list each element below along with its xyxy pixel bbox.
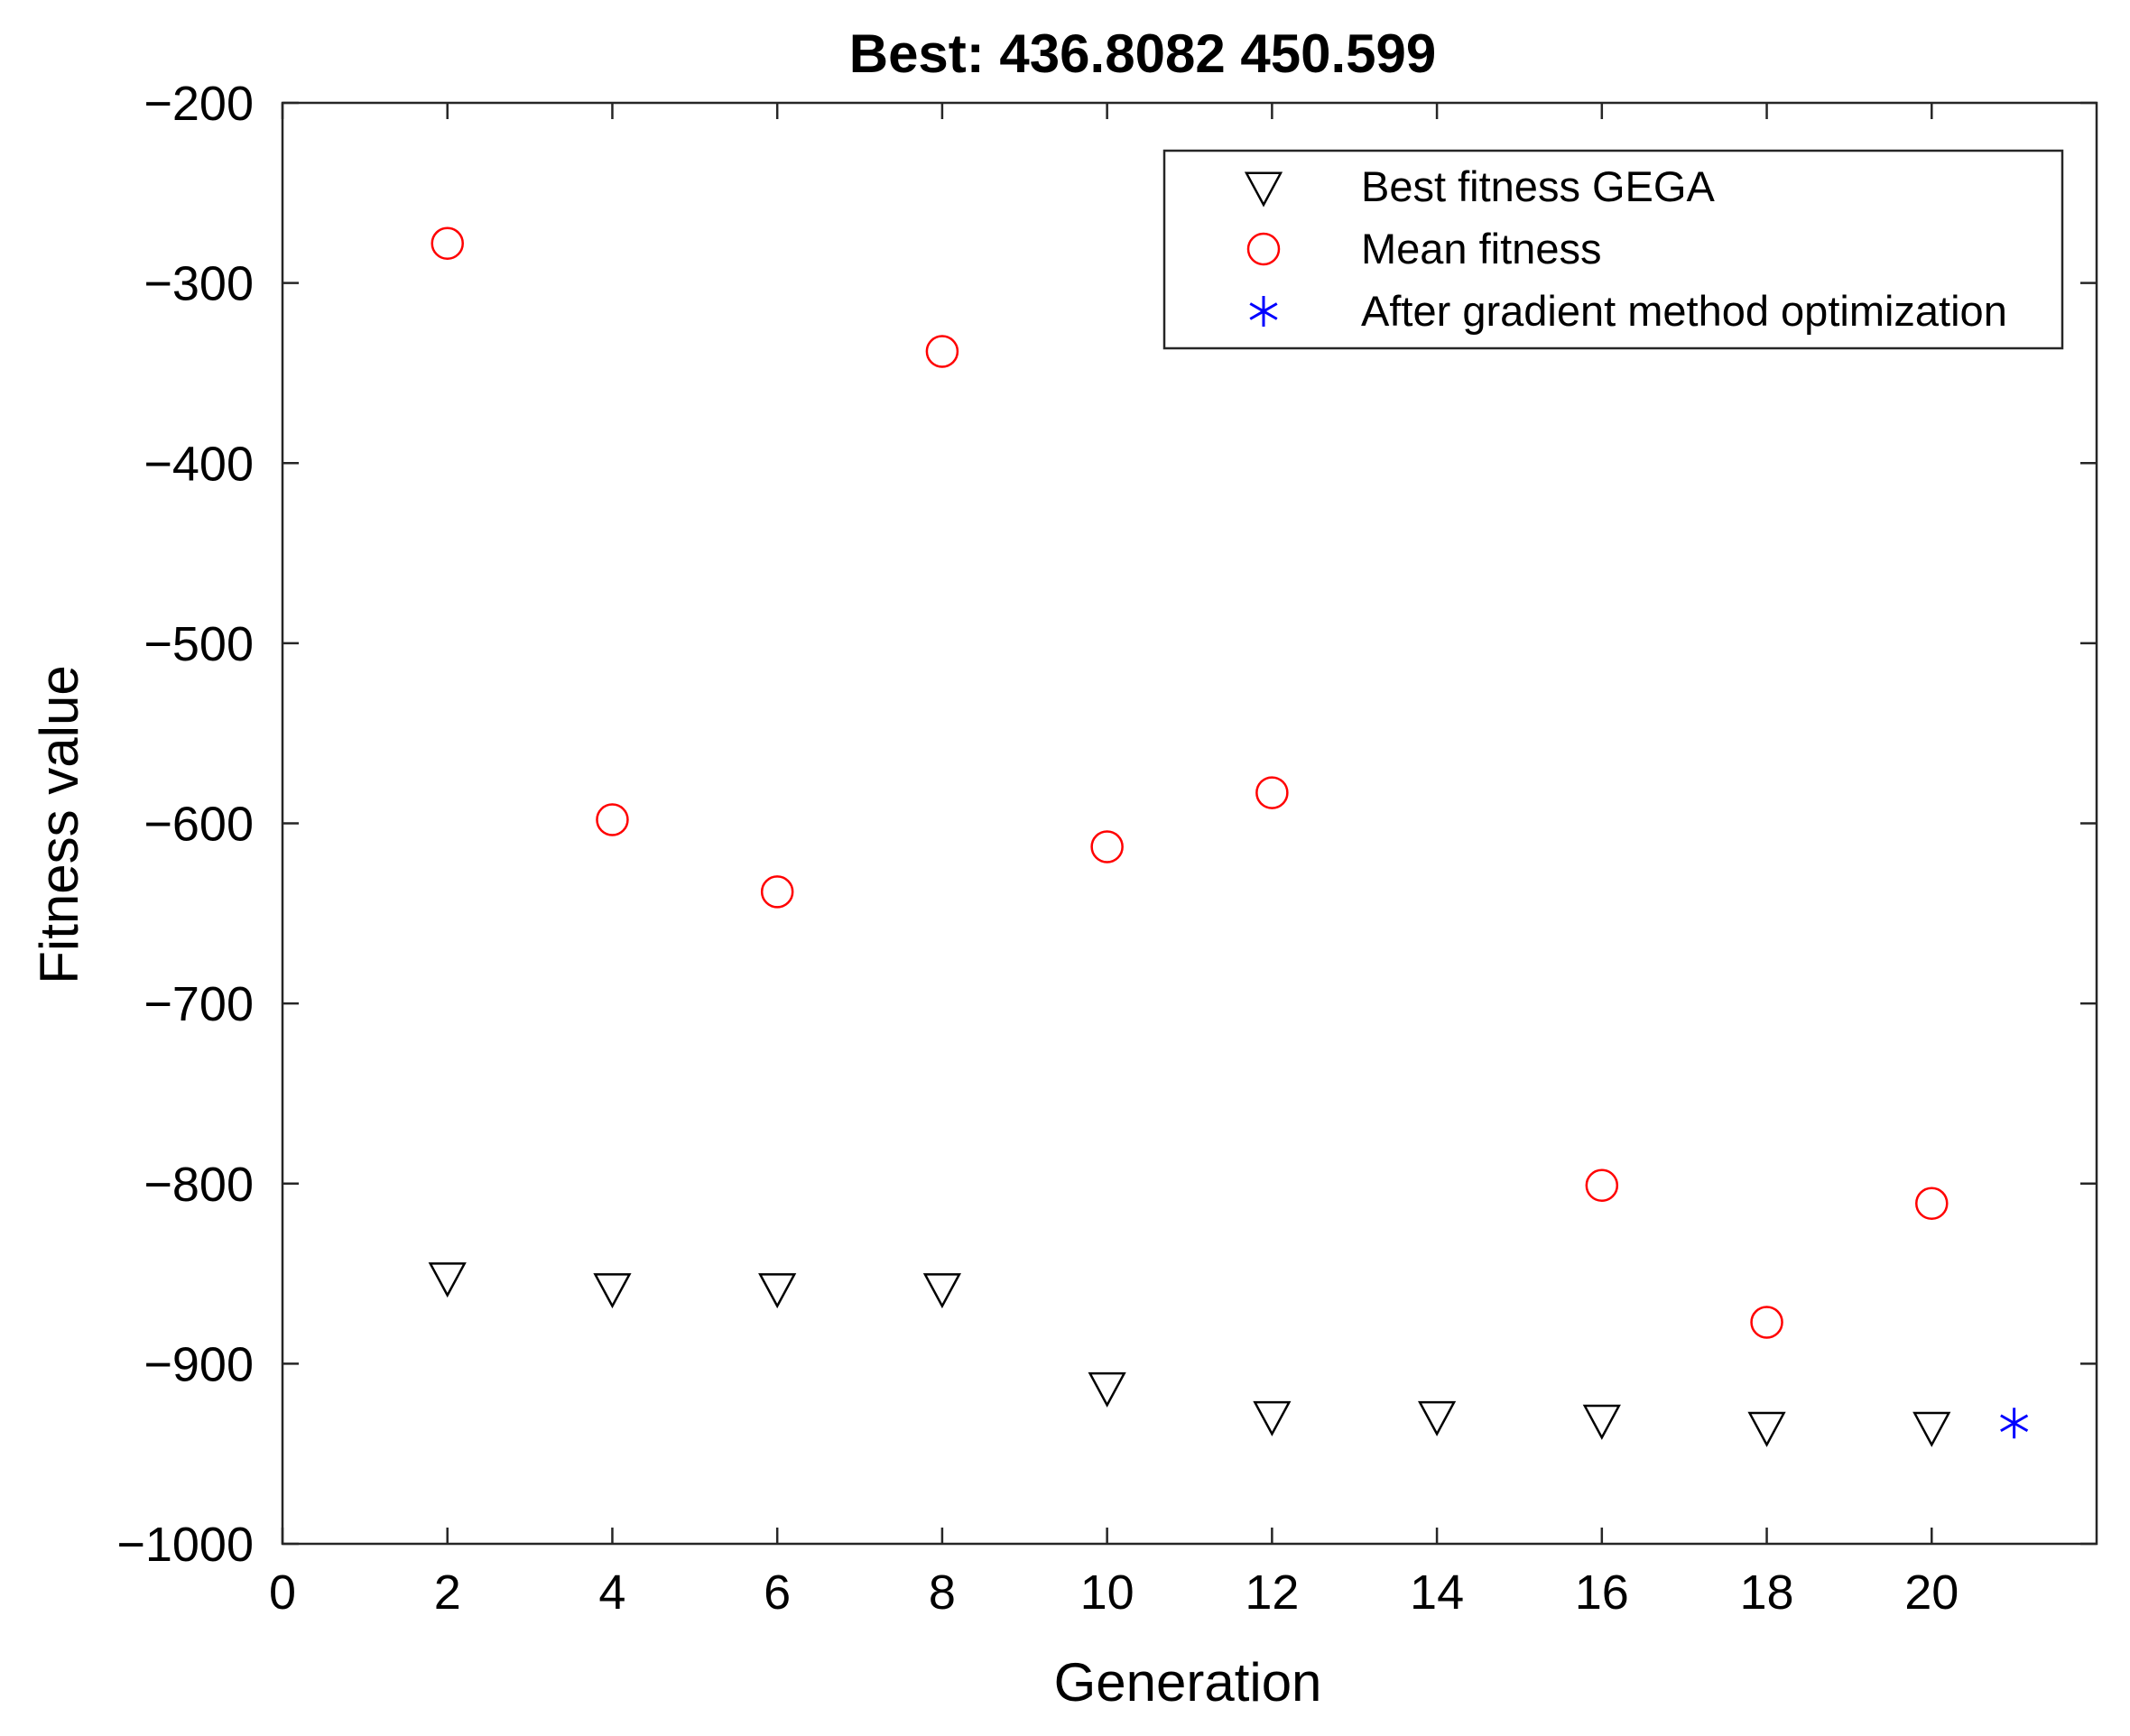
y-tick-label: −500 — [144, 617, 254, 671]
x-axis-ticks: 0 2 4 6 8 10 12 14 16 18 20 — [269, 103, 1959, 1620]
data-point — [760, 875, 794, 909]
data-marks — [428, 226, 2029, 1447]
data-point — [1582, 1404, 1621, 1440]
legend-marker — [1244, 171, 1283, 208]
x-tick-label: 0 — [269, 1565, 296, 1620]
data-point — [1255, 776, 1289, 809]
data-point — [925, 335, 959, 368]
y-axis-label: Fitness value — [29, 665, 89, 984]
x-tick-label: 14 — [1410, 1565, 1464, 1620]
x-tick-label: 18 — [1740, 1565, 1794, 1620]
asterisk-stroke — [2000, 1414, 2029, 1433]
x-tick-label: 16 — [1575, 1565, 1629, 1620]
x-axis-label: Generation — [1054, 1652, 1322, 1713]
y-tick-label: −600 — [144, 798, 254, 852]
series-1 — [431, 226, 1949, 1339]
data-point — [1915, 1187, 1949, 1220]
series-2 — [2000, 1408, 2029, 1439]
x-tick-label: 2 — [434, 1565, 461, 1620]
y-tick-label: −900 — [144, 1337, 254, 1391]
legend-marker — [1249, 296, 1278, 327]
series-0 — [428, 1262, 1951, 1447]
x-tick-label: 4 — [598, 1565, 625, 1620]
y-tick-label: −400 — [144, 437, 254, 491]
data-point — [1253, 1400, 1292, 1436]
y-axis-ticks: −200 −300 −400 −500 −600 −700 −800 −900 −1000 — [116, 77, 2097, 1572]
legend-label: Mean fitness — [1361, 225, 1601, 272]
data-point — [1750, 1306, 1783, 1339]
y-tick-label: −800 — [144, 1158, 254, 1212]
data-point — [431, 226, 464, 260]
data-point — [1912, 1411, 1951, 1447]
y-tick-label: −300 — [144, 257, 254, 311]
data-point — [1088, 1371, 1126, 1408]
data-point — [1585, 1168, 1619, 1202]
data-point — [2000, 1408, 2029, 1439]
x-tick-label: 20 — [1904, 1565, 1959, 1620]
y-tick-label: −700 — [144, 977, 254, 1031]
data-point — [758, 1273, 797, 1309]
y-tick-label: −1000 — [116, 1518, 254, 1572]
data-point — [428, 1262, 467, 1298]
asterisk-stroke — [1249, 302, 1278, 320]
legend-label: Best fitness GEGA — [1361, 162, 1715, 210]
x-tick-label: 6 — [764, 1565, 791, 1620]
x-tick-label: 12 — [1245, 1565, 1299, 1620]
data-point — [593, 1273, 632, 1309]
data-point — [922, 1273, 962, 1309]
chart-title: Best: 436.8082 450.599 — [849, 23, 1437, 84]
legend-marker — [1246, 232, 1281, 266]
x-tick-label: 8 — [929, 1565, 956, 1620]
y-tick-label: −200 — [144, 77, 254, 131]
data-point — [1747, 1411, 1786, 1447]
legend: Best fitness GEGA Mean fitness After gradi… — [1162, 149, 2064, 350]
data-point — [1417, 1400, 1457, 1436]
data-point — [1090, 830, 1124, 863]
legend-box — [1162, 149, 2064, 350]
data-point — [596, 803, 629, 836]
legend-label: After gradient method optimization — [1361, 287, 2007, 335]
x-tick-label: 10 — [1080, 1565, 1134, 1620]
